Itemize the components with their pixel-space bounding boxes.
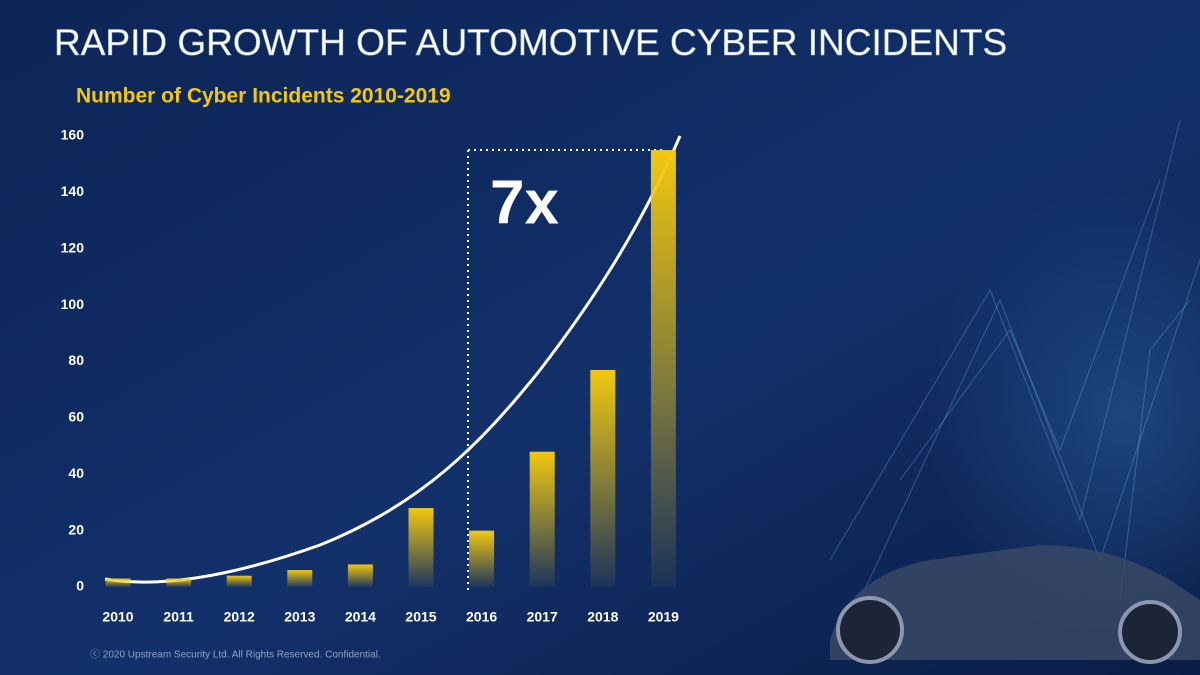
y-tick-label: 140 xyxy=(61,183,85,199)
bar xyxy=(347,564,373,587)
y-tick-label: 0 xyxy=(76,578,84,594)
trend-curve xyxy=(104,135,682,584)
bar xyxy=(105,578,131,587)
chart-subtitle: Number of Cyber Incidents 2010-2019 xyxy=(76,85,451,108)
y-tick-label: 60 xyxy=(68,409,84,425)
footer: ⓒ 2020 Upstream Security Ltd. All Rights… xyxy=(90,649,381,661)
x-tick-label: 2017 xyxy=(527,609,558,625)
x-tick-label: 2016 xyxy=(466,609,497,625)
y-tick-label: 40 xyxy=(68,465,84,481)
x-tick-label: 2011 xyxy=(163,609,194,625)
bar xyxy=(226,575,252,587)
x-tick-label: 2018 xyxy=(587,609,618,625)
x-tick-label: 2013 xyxy=(284,609,315,625)
x-tick-label: 2014 xyxy=(345,609,376,625)
bar xyxy=(469,530,495,587)
bar xyxy=(590,369,616,587)
bar xyxy=(166,578,192,587)
x-tick-label: 2019 xyxy=(648,609,679,625)
y-tick-label: 20 xyxy=(68,521,84,537)
slide-title: RAPID GROWTH OF AUTOMOTIVE CYBER INCIDEN… xyxy=(54,22,1007,63)
y-tick-label: 80 xyxy=(68,352,84,368)
y-tick-label: 120 xyxy=(61,239,85,255)
y-tick-label: 160 xyxy=(61,127,85,143)
bar xyxy=(287,570,313,587)
y-tick-label: 100 xyxy=(61,296,85,312)
bar xyxy=(408,508,434,587)
x-tick-label: 2015 xyxy=(405,609,436,625)
growth-annotation: 7x xyxy=(490,168,559,237)
decorative-lines xyxy=(829,119,1200,601)
x-tick-label: 2012 xyxy=(224,609,255,625)
bar xyxy=(529,451,555,587)
bar xyxy=(650,150,676,587)
x-tick-label: 2010 xyxy=(102,609,133,625)
car-silhouette xyxy=(830,545,1200,664)
